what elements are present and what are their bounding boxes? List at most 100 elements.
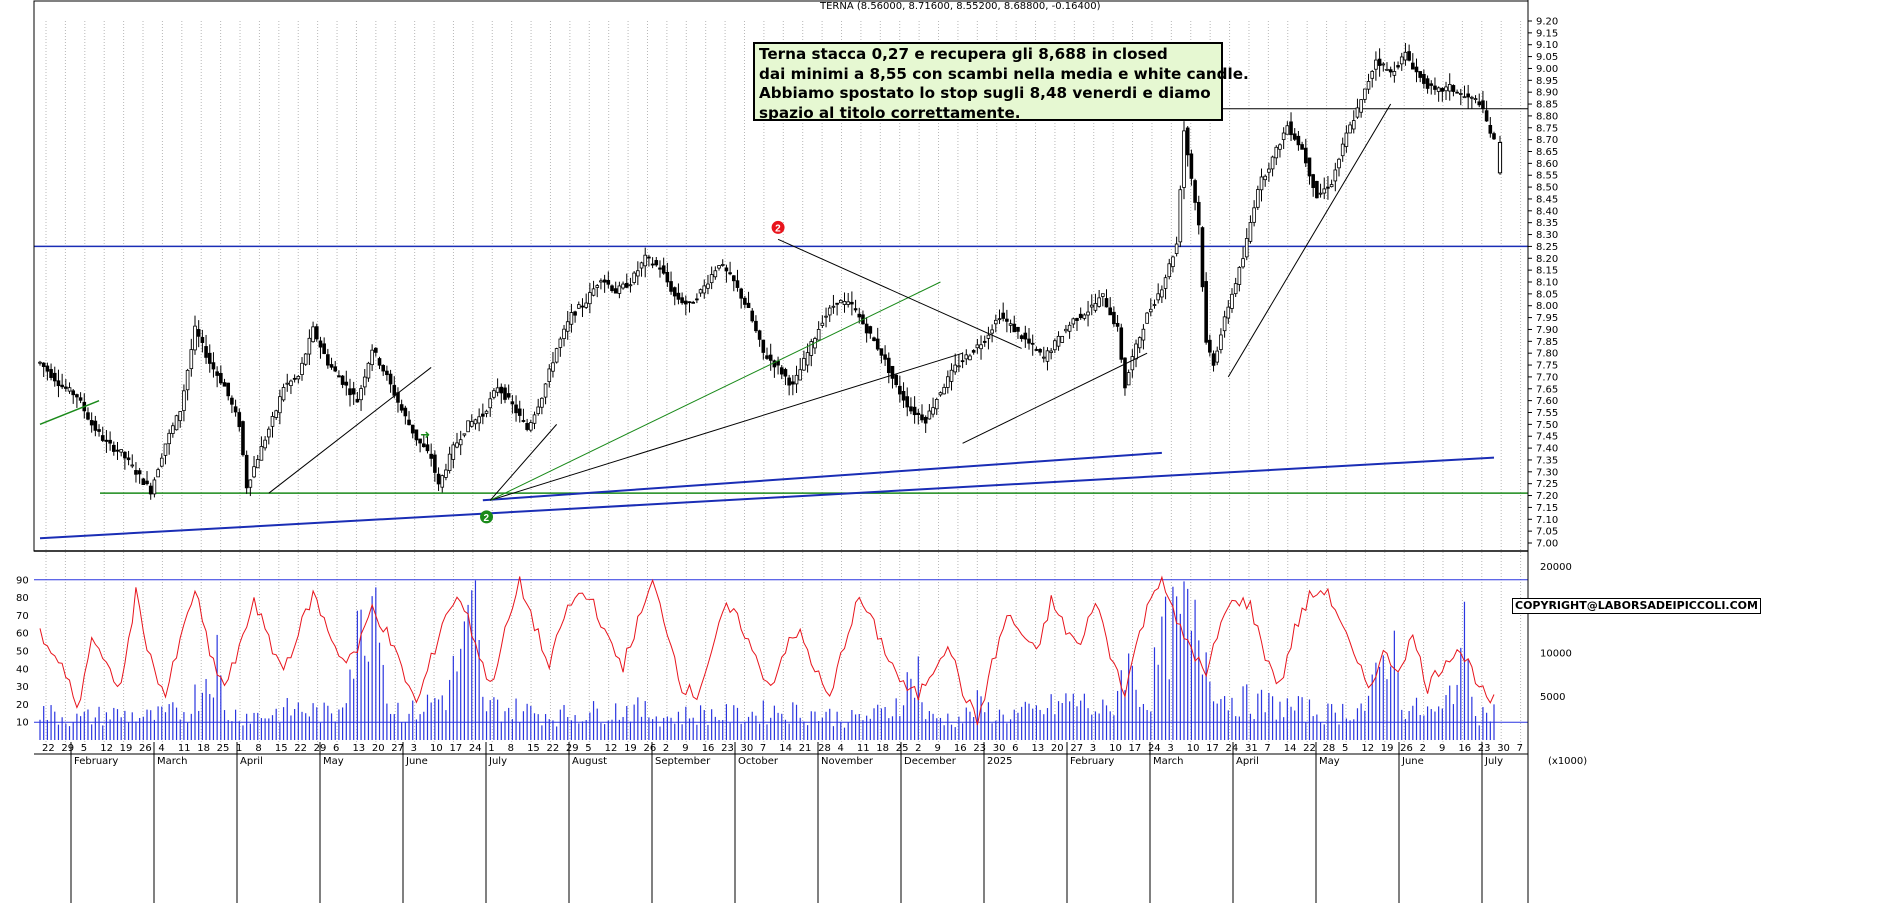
candle-body: [392, 385, 397, 396]
candle-body: [1329, 184, 1334, 188]
candle-body: [322, 343, 326, 354]
candle-body: [920, 414, 924, 421]
candle-body: [134, 470, 138, 475]
candle-body: [706, 283, 710, 289]
grid-lines: [45, 21, 1522, 742]
candle-body: [576, 304, 581, 309]
candle-body: [351, 388, 356, 395]
trendline: [482, 451, 1162, 502]
candle-body: [1222, 316, 1227, 332]
green-arrow-icon: ➜: [420, 428, 430, 442]
candle-body: [946, 376, 950, 388]
candle-body: [1196, 201, 1201, 226]
date-tick-label: 4: [838, 743, 844, 754]
date-tick-label: 16: [954, 743, 967, 754]
date-tick-label: 12: [605, 743, 618, 754]
candle-body: [75, 394, 79, 398]
candle-body: [610, 285, 614, 292]
candle-body: [1226, 306, 1231, 319]
trendline: [268, 367, 432, 494]
month-label: June: [405, 756, 428, 767]
candle-body: [329, 364, 334, 368]
candle-body: [108, 439, 112, 444]
candle-body: [274, 410, 278, 418]
candle-body: [200, 337, 205, 343]
date-tick-label: 18: [876, 743, 889, 754]
candle-body: [1215, 350, 1220, 363]
candle-body: [1174, 243, 1179, 254]
price-tick-label: 7.05: [1536, 527, 1558, 538]
candle-body: [636, 270, 640, 277]
candle-body: [1322, 188, 1327, 194]
candle-body: [739, 288, 743, 299]
candlestick-series: [38, 42, 1503, 500]
candle-body: [484, 410, 489, 414]
candle-body: [647, 256, 651, 259]
support-resistance-levels: [34, 108, 1528, 494]
date-tick-label: 16: [1458, 743, 1471, 754]
candle-body: [975, 344, 980, 349]
candle-body: [1130, 356, 1135, 371]
candle-body: [1049, 350, 1053, 353]
candle-body: [529, 422, 533, 431]
candle-body: [912, 406, 917, 416]
candle-body: [1492, 133, 1496, 140]
candle-body: [1075, 318, 1079, 321]
candle-body: [1008, 323, 1013, 326]
price-tick-label: 9.20: [1536, 17, 1558, 28]
candle-body: [1359, 99, 1363, 113]
date-tick-label: 30: [1497, 743, 1510, 754]
candle-body: [1374, 59, 1378, 70]
candle-body: [418, 438, 422, 444]
candle-body: [1023, 332, 1028, 340]
date-tick-label: 2: [915, 743, 921, 754]
date-tick-label: 22: [294, 743, 307, 754]
candle-body: [185, 369, 190, 391]
date-tick-label: 11: [178, 743, 191, 754]
price-tick-label: 7.85: [1536, 337, 1558, 348]
month-label: December: [904, 756, 957, 767]
date-tick-label: 7: [760, 743, 766, 754]
candle-body: [971, 350, 976, 353]
candle-body: [735, 280, 740, 288]
trendline: [490, 352, 963, 501]
candle-body: [60, 384, 64, 388]
date-tick-label: 25: [217, 743, 230, 754]
month-label: 2025: [987, 756, 1012, 767]
candle-body: [979, 344, 983, 350]
date-tick-label: 19: [1381, 743, 1394, 754]
candle-body: [1241, 258, 1245, 268]
candle-body: [1145, 312, 1149, 324]
candle-body: [182, 390, 186, 411]
price-tick-label: 7.80: [1536, 349, 1558, 360]
date-tick-label: 7: [1264, 743, 1270, 754]
price-tick-label: 8.40: [1536, 206, 1558, 217]
trendline: [39, 399, 100, 426]
candle-body: [761, 339, 766, 353]
candle-body: [204, 346, 208, 358]
candle-body: [1148, 308, 1153, 313]
candle-body: [93, 420, 98, 431]
candle-body: [1137, 337, 1142, 349]
candle-body: [997, 318, 1002, 321]
candle-body: [499, 386, 504, 394]
candle-body: [1056, 335, 1061, 347]
candle-body: [241, 421, 245, 456]
candle-body: [794, 374, 799, 385]
candle-body: [624, 282, 629, 288]
candle-body: [728, 272, 732, 275]
oscillator-tick-label: 50: [16, 647, 29, 658]
candle-body: [554, 348, 559, 363]
date-tick-label: 28: [1323, 743, 1336, 754]
candle-body: [1156, 293, 1160, 301]
candle-body: [846, 301, 850, 305]
price-tick-label: 8.35: [1536, 218, 1558, 229]
month-label: May: [1319, 756, 1340, 767]
candle-body: [905, 396, 910, 408]
candle-body: [211, 362, 216, 370]
candle-body: [159, 457, 164, 467]
candle-body: [1425, 78, 1430, 89]
candle-body: [429, 453, 433, 459]
candle-body: [602, 279, 607, 283]
month-label: July: [1484, 756, 1503, 767]
